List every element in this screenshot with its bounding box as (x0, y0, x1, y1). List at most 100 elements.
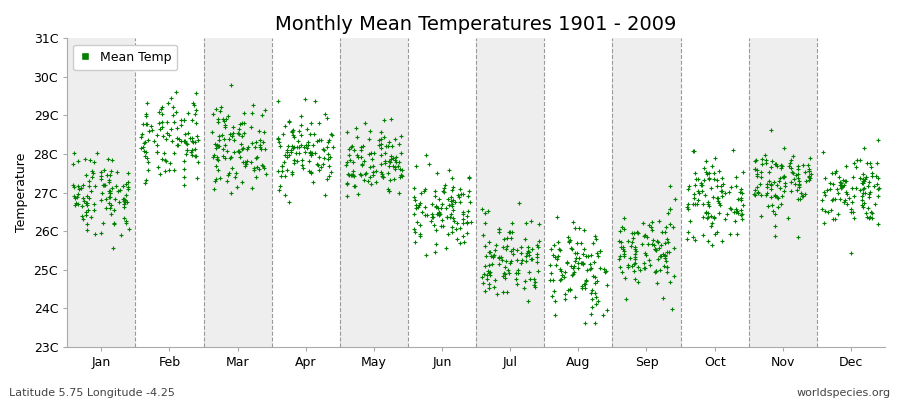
Point (615, 224, 629, 230)
Point (650, 238, 664, 244)
Point (865, 172, 879, 179)
Point (382, 163, 396, 170)
Point (249, 154, 264, 160)
Point (576, 260, 590, 267)
Point (292, 144, 307, 150)
Point (629, 248, 643, 254)
Point (565, 272, 580, 278)
Point (388, 157, 402, 164)
Point (103, 189, 117, 196)
Point (563, 245, 578, 252)
Point (857, 185, 871, 191)
Point (803, 175, 817, 182)
Point (855, 192, 869, 199)
Point (374, 170, 389, 177)
Point (383, 153, 398, 160)
Point (105, 157, 120, 163)
Point (346, 159, 360, 165)
Point (94, 173, 109, 180)
Point (364, 150, 378, 156)
Point (857, 145, 871, 152)
Point (699, 215, 714, 222)
Point (436, 189, 451, 195)
Point (80, 192, 94, 199)
Point (461, 208, 475, 214)
Point (217, 118, 231, 124)
Point (500, 258, 514, 264)
Point (212, 136, 226, 143)
Point (781, 215, 796, 221)
Point (859, 174, 873, 180)
Point (773, 201, 788, 207)
Point (509, 257, 524, 263)
Point (482, 249, 497, 256)
Point (554, 266, 568, 272)
Point (104, 205, 118, 211)
Point (138, 139, 152, 145)
Point (527, 276, 542, 282)
Point (212, 175, 227, 182)
Point (628, 260, 643, 267)
Point (272, 139, 286, 146)
Point (348, 125, 363, 132)
Point (616, 244, 630, 250)
Point (521, 297, 535, 304)
Point (176, 117, 191, 124)
Point (246, 185, 260, 191)
Point (546, 277, 561, 283)
Point (801, 162, 815, 168)
Point (159, 119, 174, 126)
Point (705, 220, 719, 226)
Point (411, 202, 426, 208)
Point (117, 204, 131, 210)
Point (215, 132, 230, 138)
Point (698, 169, 713, 175)
Point (695, 181, 709, 188)
Point (271, 135, 285, 141)
Point (639, 252, 653, 258)
Point (394, 133, 409, 140)
Point (280, 149, 294, 155)
Point (356, 161, 370, 167)
Point (179, 151, 194, 157)
Point (369, 179, 383, 186)
Point (701, 175, 716, 182)
Point (662, 206, 677, 212)
Point (345, 172, 359, 178)
Point (290, 158, 304, 164)
Point (278, 192, 293, 198)
Point (500, 243, 515, 250)
Point (504, 235, 518, 242)
Point (185, 135, 200, 141)
Point (613, 264, 627, 270)
Point (704, 185, 718, 192)
Point (570, 240, 584, 246)
Point (491, 226, 506, 232)
Point (71, 191, 86, 197)
Point (212, 108, 227, 114)
Point (767, 178, 781, 185)
Point (102, 176, 116, 183)
Point (312, 137, 327, 144)
Point (231, 148, 246, 154)
Point (338, 162, 353, 168)
Point (171, 142, 185, 148)
Point (311, 154, 326, 160)
Point (784, 178, 798, 185)
Point (321, 151, 336, 157)
Point (429, 202, 444, 209)
Point (354, 154, 368, 160)
Point (350, 134, 365, 140)
Point (271, 168, 285, 174)
Point (191, 137, 205, 143)
Point (578, 281, 592, 288)
Point (158, 150, 172, 156)
Point (464, 218, 478, 225)
Point (753, 213, 768, 219)
Point (869, 160, 884, 166)
Point (210, 154, 224, 161)
Point (518, 278, 532, 285)
Point (294, 113, 309, 119)
Point (621, 262, 635, 268)
Point (316, 161, 330, 167)
